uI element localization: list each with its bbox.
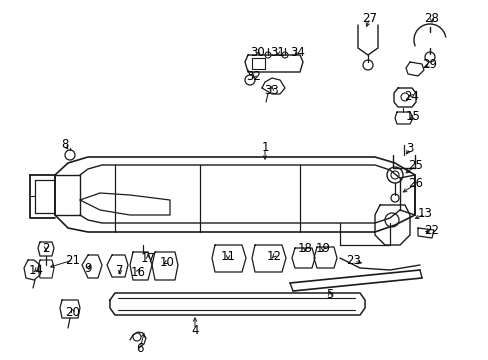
Text: 3: 3 bbox=[406, 143, 413, 156]
Text: 1: 1 bbox=[261, 141, 268, 154]
Text: 12: 12 bbox=[266, 249, 281, 262]
Text: 18: 18 bbox=[297, 242, 312, 255]
Text: 8: 8 bbox=[61, 139, 68, 152]
Text: 17: 17 bbox=[140, 252, 155, 265]
Text: 5: 5 bbox=[325, 288, 333, 301]
Text: 4: 4 bbox=[191, 324, 198, 337]
Text: 16: 16 bbox=[130, 265, 145, 279]
Text: 22: 22 bbox=[424, 225, 439, 238]
Text: 26: 26 bbox=[407, 177, 423, 190]
Text: 14: 14 bbox=[28, 264, 43, 276]
Text: 28: 28 bbox=[424, 12, 439, 24]
Text: 20: 20 bbox=[65, 306, 80, 319]
Text: 34: 34 bbox=[290, 45, 305, 58]
Text: 2: 2 bbox=[42, 242, 50, 255]
Text: 32: 32 bbox=[246, 69, 261, 82]
Text: 7: 7 bbox=[116, 264, 123, 276]
Text: 21: 21 bbox=[65, 253, 81, 266]
Text: 11: 11 bbox=[220, 249, 235, 262]
Text: 13: 13 bbox=[417, 207, 431, 220]
Text: 9: 9 bbox=[84, 261, 92, 274]
Text: 10: 10 bbox=[159, 256, 174, 269]
Text: 33: 33 bbox=[264, 84, 279, 96]
Text: 15: 15 bbox=[405, 111, 420, 123]
Text: 27: 27 bbox=[362, 12, 377, 24]
Text: 30: 30 bbox=[250, 45, 265, 58]
Text: 29: 29 bbox=[422, 58, 437, 72]
Text: 31: 31 bbox=[270, 45, 285, 58]
Text: 19: 19 bbox=[315, 242, 330, 255]
Text: 6: 6 bbox=[136, 342, 143, 355]
Text: 24: 24 bbox=[404, 90, 419, 103]
Text: 23: 23 bbox=[346, 255, 361, 267]
Text: 25: 25 bbox=[408, 159, 423, 172]
